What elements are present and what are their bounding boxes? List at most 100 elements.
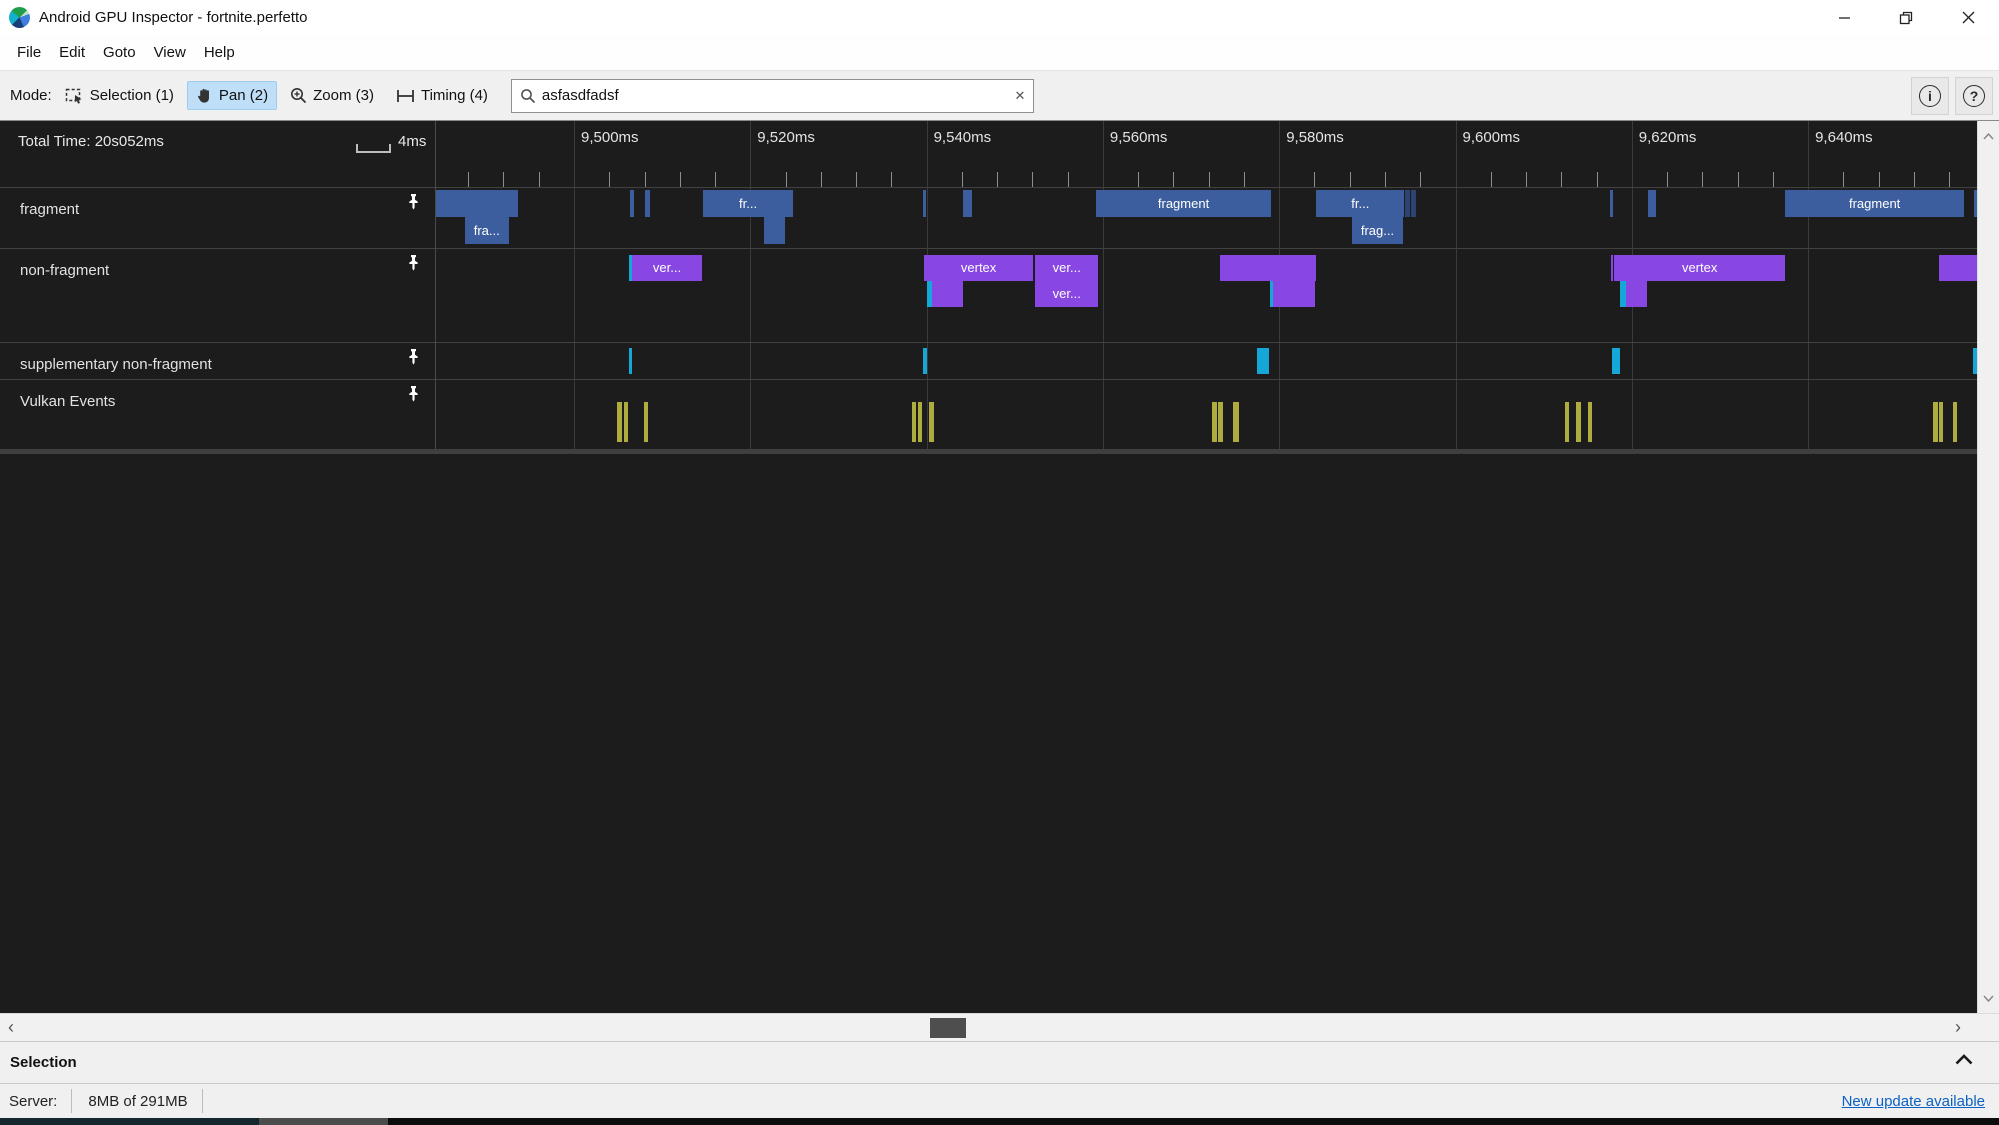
timeline-slice[interactable] <box>911 402 917 442</box>
mode-pan-label: Pan (2) <box>218 87 269 104</box>
timeline-slice[interactable] <box>628 348 633 374</box>
search-clear-icon[interactable]: ✕ <box>1014 87 1026 103</box>
update-link[interactable]: New update available <box>1841 1092 1985 1110</box>
timeline-slice[interactable] <box>1218 402 1223 442</box>
timeline-slice[interactable] <box>926 281 932 307</box>
timeline-slice[interactable]: fragment <box>1095 190 1272 217</box>
horizontal-scrollbar-thumb[interactable] <box>930 1018 966 1038</box>
menu-file[interactable]: File <box>17 44 42 61</box>
mode-zoom-button[interactable]: Zoom (3) <box>281 81 383 110</box>
ruler-minor-tick <box>1173 172 1175 187</box>
minimize-button[interactable] <box>1813 0 1875 35</box>
timeline-slice[interactable] <box>1973 190 1977 217</box>
ruler-minor-tick <box>1314 172 1316 187</box>
chevron-up-icon[interactable] <box>1955 1054 1973 1065</box>
timeline-slice[interactable]: ver... <box>632 255 702 281</box>
timeline-slice[interactable] <box>1411 190 1416 217</box>
scroll-left-icon[interactable]: ‹ <box>8 1017 14 1037</box>
maximize-button[interactable] <box>1875 0 1937 35</box>
timeline-slice[interactable]: vertex <box>1614 255 1786 281</box>
timeline-slice[interactable] <box>1609 190 1614 217</box>
pin-icon[interactable] <box>407 385 420 407</box>
timeline-slice[interactable] <box>1220 255 1317 281</box>
timeline-slice[interactable] <box>1269 281 1274 307</box>
timeline-slice[interactable] <box>1564 402 1570 442</box>
timeline-slice[interactable] <box>1212 402 1217 442</box>
scroll-right-icon[interactable]: › <box>1955 1017 1961 1037</box>
ruler-minor-tick <box>785 172 787 187</box>
timeline-slice[interactable]: fr... <box>702 190 794 217</box>
timing-icon <box>397 89 414 102</box>
timeline-slice[interactable] <box>630 190 634 217</box>
timeline-slice[interactable] <box>628 255 633 281</box>
timeline-slice[interactable]: vertex <box>923 255 1034 281</box>
mode-pan-button[interactable]: Pan (2) <box>186 81 278 110</box>
timeline-canvas[interactable]: 9,500ms 9,520ms 9,540ms 9,560ms 9,580ms 9,600… <box>0 121 1999 1013</box>
pin-icon[interactable] <box>407 254 420 276</box>
timeline-slice[interactable]: frag... <box>1352 217 1403 244</box>
pin-icon[interactable] <box>407 348 420 370</box>
timeline-slice[interactable] <box>617 402 622 442</box>
timeline-slice[interactable] <box>643 402 649 442</box>
ruler-minor-tick <box>1526 172 1528 187</box>
timeline-slice[interactable] <box>1257 348 1270 374</box>
timeline-slice[interactable] <box>436 190 518 217</box>
timeline-slice[interactable] <box>962 190 972 217</box>
ruler-minor-tick <box>1596 172 1598 187</box>
scroll-up-icon[interactable] <box>1978 127 1999 145</box>
status-bar: Server: 8MB of 291MB New update availabl… <box>0 1083 1999 1118</box>
timeline-slice[interactable] <box>1405 190 1410 217</box>
timeline-slice[interactable] <box>624 402 628 442</box>
search-input[interactable] <box>541 79 1007 112</box>
timeline-slice[interactable] <box>923 348 927 374</box>
timeline-slice[interactable] <box>1576 402 1581 442</box>
label-column-divider <box>435 121 436 449</box>
timeline-slice[interactable] <box>1625 281 1647 307</box>
ruler-minor-tick <box>1349 172 1351 187</box>
timeline-slice[interactable] <box>1233 402 1239 442</box>
close-button[interactable] <box>1937 0 1999 35</box>
timeline-slice[interactable] <box>1939 255 1977 281</box>
timeline-slice[interactable] <box>763 217 785 244</box>
timeline-slice[interactable] <box>1933 402 1938 442</box>
horizontal-scrollbar[interactable]: ‹ › <box>0 1013 1999 1041</box>
timeline-slice[interactable] <box>1647 190 1657 217</box>
timeline-slice[interactable] <box>917 402 923 442</box>
timeline-slice[interactable] <box>931 281 963 307</box>
timeline-slice[interactable] <box>1610 255 1614 281</box>
menu-goto[interactable]: Goto <box>103 44 136 61</box>
timeline-slice[interactable] <box>1587 402 1593 442</box>
help-button[interactable]: ? <box>1955 76 1993 115</box>
ruler-minor-tick <box>644 172 646 187</box>
timeline-slice[interactable] <box>1939 402 1943 442</box>
menu-help[interactable]: Help <box>203 44 235 61</box>
menu-view[interactable]: View <box>153 44 186 61</box>
mode-selection-button[interactable]: Selection (1) <box>56 81 183 110</box>
mode-label: Mode: <box>10 87 52 104</box>
info-icon: i <box>1919 84 1941 107</box>
timeline-slice[interactable]: ver... <box>1035 281 1099 307</box>
timeline-slice[interactable]: ver... <box>1035 255 1099 281</box>
timeline-slice[interactable]: fragment <box>1785 190 1965 217</box>
timeline-slice[interactable] <box>1273 281 1316 307</box>
timeline-slice[interactable] <box>923 190 926 217</box>
ruler-gridline <box>574 121 575 449</box>
mode-timing-button[interactable]: Timing (4) <box>387 81 497 110</box>
timeline-slice[interactable]: fra... <box>464 217 509 244</box>
timeline-slice[interactable] <box>644 190 650 217</box>
timeline-slice[interactable] <box>1972 348 1977 374</box>
timeline-slice[interactable] <box>929 402 934 442</box>
timeline-splitter[interactable] <box>0 449 1999 454</box>
menu-edit[interactable]: Edit <box>59 44 86 61</box>
timeline-slice[interactable]: fr... <box>1316 190 1405 217</box>
ruler-minor-tick <box>997 172 999 187</box>
track-label-non-fragment: non-fragment <box>20 262 110 279</box>
track-label-supplementary-non-fragment: supplementary non-fragment <box>20 356 212 373</box>
scroll-down-icon[interactable] <box>1978 989 1999 1007</box>
pin-icon[interactable] <box>407 193 420 215</box>
info-button[interactable]: i <box>1911 76 1949 115</box>
timeline-slice[interactable] <box>1952 402 1958 442</box>
timeline-slice[interactable] <box>1620 281 1626 307</box>
timeline-slice[interactable] <box>1612 348 1621 374</box>
vertical-scrollbar[interactable] <box>1977 121 1999 1013</box>
